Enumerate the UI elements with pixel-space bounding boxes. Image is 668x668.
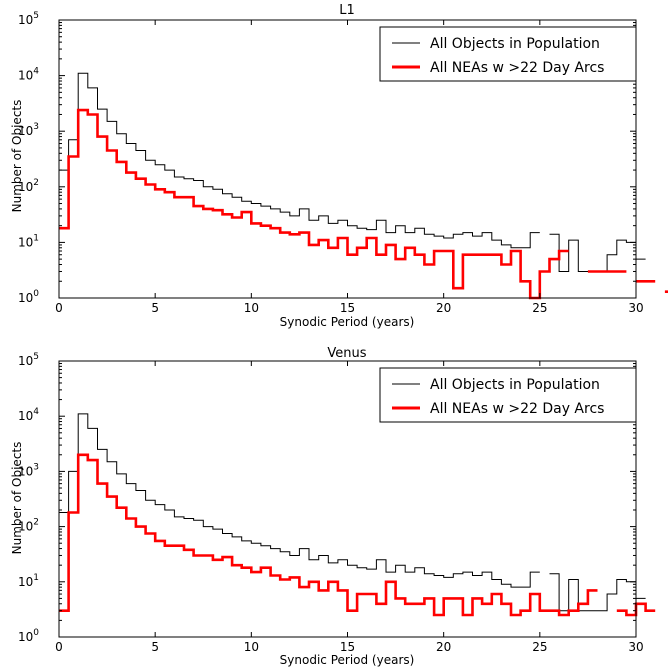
legend-box — [379, 367, 637, 423]
y-tick-label: 103 — [18, 462, 39, 478]
series-line-all-objects — [59, 72, 646, 272]
legend-label-all-objects: All Objects in Population — [430, 377, 600, 393]
chart-title: L1 — [339, 3, 355, 18]
y-tick-label: 100 — [18, 628, 39, 644]
legend: All Objects in Population All NEAs w >22… — [379, 367, 637, 423]
y-axis-label: Number of Objects — [10, 100, 24, 213]
y-axis-label: Number of Objects — [10, 442, 24, 555]
y-tick-label: 102 — [18, 518, 39, 534]
legend-label-all-objects: All Objects in Population — [430, 36, 600, 52]
x-tick-label: 10 — [244, 640, 259, 654]
x-axis-label: Synodic Period (years) — [280, 315, 415, 329]
x-tick-label: 25 — [532, 301, 547, 315]
y-tick-label: 102 — [18, 178, 39, 194]
y-tick-label: 105 — [18, 11, 39, 27]
x-tick-label: 0 — [55, 640, 63, 654]
x-tick-label: 5 — [151, 301, 159, 315]
x-tick-label: 30 — [628, 640, 643, 654]
x-tick-label: 15 — [340, 640, 355, 654]
plot-area: 0 5 10 15 20 25 30 100 101 102 103 104 105 — [18, 352, 656, 654]
chart-panel-venus: Venus 0 5 10 15 20 25 30 100 101 102 103 104 105 Syn… — [10, 346, 656, 667]
x-tick-label: 30 — [628, 301, 643, 315]
x-tick-label: 15 — [340, 301, 355, 315]
series-line-neas — [59, 108, 668, 300]
y-tick-label: 104 — [18, 67, 39, 83]
x-axis-label: Synodic Period (years) — [280, 653, 415, 667]
legend-label-neas: All NEAs w >22 Day Arcs — [430, 401, 604, 417]
legend-label-neas: All NEAs w >22 Day Arcs — [430, 60, 604, 76]
x-tick-label: 5 — [151, 640, 159, 654]
y-tick-label: 101 — [18, 573, 39, 589]
chart-title: Venus — [327, 346, 366, 361]
x-tick-label: 25 — [532, 640, 547, 654]
y-tick-label: 103 — [18, 122, 39, 138]
series-line-all-objects — [59, 413, 646, 612]
plot-area: 0 5 10 15 20 25 30 100 101 102 103 104 105 — [18, 11, 668, 315]
legend-box — [379, 26, 637, 82]
x-tick-label: 10 — [244, 301, 259, 315]
y-tick-label: 100 — [18, 289, 39, 305]
x-tick-label: 0 — [55, 301, 63, 315]
legend: All Objects in Population All NEAs w >22… — [379, 26, 637, 82]
y-tick-label: 105 — [18, 352, 39, 368]
y-tick-label: 104 — [18, 407, 39, 423]
x-tick-label: 20 — [436, 301, 451, 315]
x-tick-label: 20 — [436, 640, 451, 654]
series-line-neas — [59, 453, 656, 617]
chart-panel-l1: L1 0 5 10 15 20 25 30 100 101 102 103 104 105 Synodi… — [10, 3, 668, 329]
y-tick-label: 101 — [18, 233, 39, 249]
